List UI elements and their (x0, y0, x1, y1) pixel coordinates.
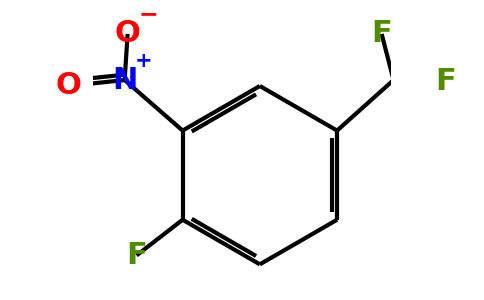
Text: F: F (126, 241, 147, 270)
Text: N: N (112, 65, 137, 94)
Text: −: − (138, 3, 158, 27)
Text: O: O (115, 20, 140, 49)
Text: O: O (55, 71, 81, 100)
Text: +: + (135, 51, 153, 71)
Text: F: F (371, 20, 392, 49)
Text: F: F (435, 67, 456, 96)
